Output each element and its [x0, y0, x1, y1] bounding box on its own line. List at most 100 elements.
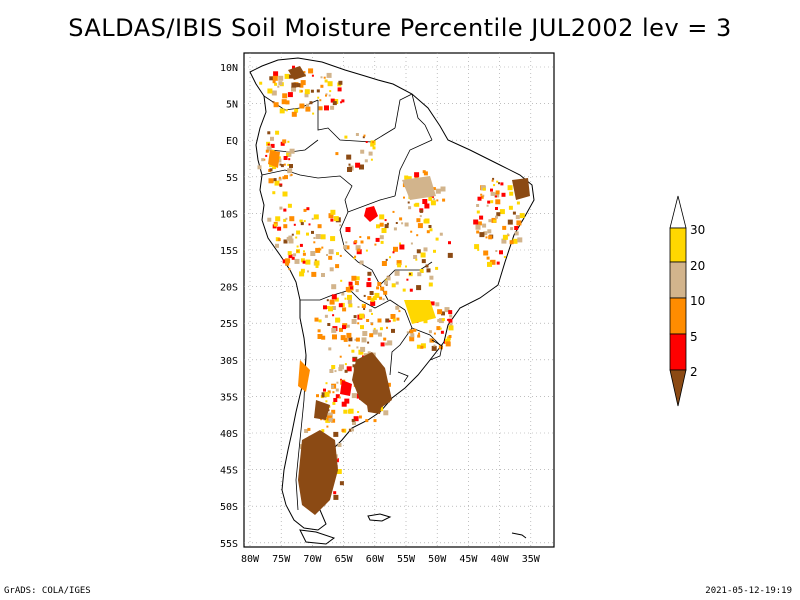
percentile-cell [403, 196, 405, 199]
percentile-cell [331, 306, 336, 310]
percentile-cell [288, 238, 294, 244]
percentile-cell [320, 84, 324, 88]
percentile-cell [335, 317, 341, 323]
percentile-cell [364, 159, 368, 163]
percentile-cell [435, 302, 440, 307]
dry-patch [512, 178, 530, 200]
lat-tick-label: 40S [220, 429, 238, 440]
percentile-cell [270, 136, 274, 141]
percentile-cell [263, 158, 266, 161]
percentile-cell [379, 235, 384, 240]
percentile-cell [373, 327, 376, 330]
percentile-cell [336, 252, 339, 256]
percentile-cell [319, 99, 322, 102]
percentile-cell [283, 224, 288, 229]
percentile-cell [338, 396, 341, 399]
percentile-cell [278, 81, 283, 86]
percentile-cell [433, 344, 436, 347]
percentile-cell [313, 241, 316, 244]
percentile-cell [422, 170, 426, 174]
percentile-cell [413, 328, 417, 332]
percentile-cell [433, 332, 436, 335]
percentile-cell [375, 237, 380, 242]
percentile-cell [277, 238, 281, 242]
percentile-cell [304, 93, 309, 98]
percentile-cell [306, 103, 309, 107]
percentile-cell [410, 230, 413, 233]
percentile-cell [343, 244, 348, 249]
percentile-cell [345, 286, 351, 292]
percentile-cell [367, 236, 371, 240]
percentile-cell [288, 158, 291, 161]
percentile-cell [300, 222, 304, 226]
percentile-cell [346, 366, 352, 372]
percentile-cell [357, 322, 360, 325]
percentile-cell [370, 297, 375, 302]
percentile-cell [378, 332, 382, 337]
percentile-cell [290, 173, 293, 176]
percentile-cell [304, 429, 309, 433]
percentile-cell [308, 223, 311, 226]
percentile-cell [477, 248, 480, 251]
percentile-cell [337, 87, 342, 92]
percentile-cell [390, 314, 396, 319]
percentile-cell [382, 298, 385, 301]
percentile-cell [395, 281, 399, 285]
percentile-cell [339, 224, 342, 227]
percentile-cell [413, 203, 417, 207]
percentile-cell [361, 304, 366, 308]
dry-patch [364, 206, 378, 222]
percentile-cell [326, 425, 329, 428]
lon-tick-label: 45W [459, 554, 478, 565]
percentile-cell [309, 101, 313, 105]
percentile-cell [417, 334, 421, 338]
percentile-cell [307, 427, 311, 431]
percentile-cell [340, 101, 343, 104]
percentile-cell [391, 283, 396, 288]
percentile-cell [344, 135, 348, 139]
percentile-cell [346, 324, 350, 328]
percentile-cell [320, 234, 326, 240]
percentile-cell [342, 307, 347, 312]
percentile-cell [310, 251, 316, 256]
percentile-cell [414, 172, 420, 178]
percentile-cell [395, 222, 398, 224]
percentile-cell [347, 299, 352, 304]
percentile-cell [305, 106, 311, 112]
lat-tick-label: 25S [220, 319, 238, 330]
percentile-cell [270, 143, 275, 148]
percentile-cell [329, 369, 334, 373]
lon-tick-label: 35W [522, 554, 541, 565]
percentile-cell [315, 247, 321, 253]
percentile-cell [360, 325, 364, 330]
percentile-cell [339, 355, 342, 358]
percentile-cell [475, 224, 481, 230]
percentile-cell [300, 268, 305, 273]
percentile-cell [289, 164, 293, 168]
percentile-cell [311, 230, 314, 234]
map-title: SALDAS/IBIS Soil Moisture Percentile JUL… [68, 14, 732, 42]
percentile-cell [409, 288, 413, 292]
percentile-cell [391, 328, 395, 333]
percentile-cell [299, 103, 305, 109]
percentile-cell [304, 89, 310, 95]
percentile-cell [474, 244, 480, 250]
percentile-cell [492, 177, 495, 180]
percentile-cell [320, 418, 323, 421]
percentile-cell [440, 330, 444, 334]
percentile-cell [389, 256, 391, 259]
percentile-cell [265, 154, 268, 157]
percentile-cell [501, 238, 507, 244]
percentile-cell [386, 222, 389, 225]
percentile-cell [476, 210, 480, 214]
percentile-cell [519, 213, 525, 219]
percentile-cell [416, 344, 421, 349]
percentile-cell [326, 299, 329, 302]
percentile-cell [285, 217, 288, 220]
percentile-cell [326, 72, 332, 78]
percentile-cell [287, 92, 293, 98]
percentile-cell [314, 317, 319, 322]
percentile-cell [351, 418, 355, 422]
percentile-cell [283, 239, 288, 244]
